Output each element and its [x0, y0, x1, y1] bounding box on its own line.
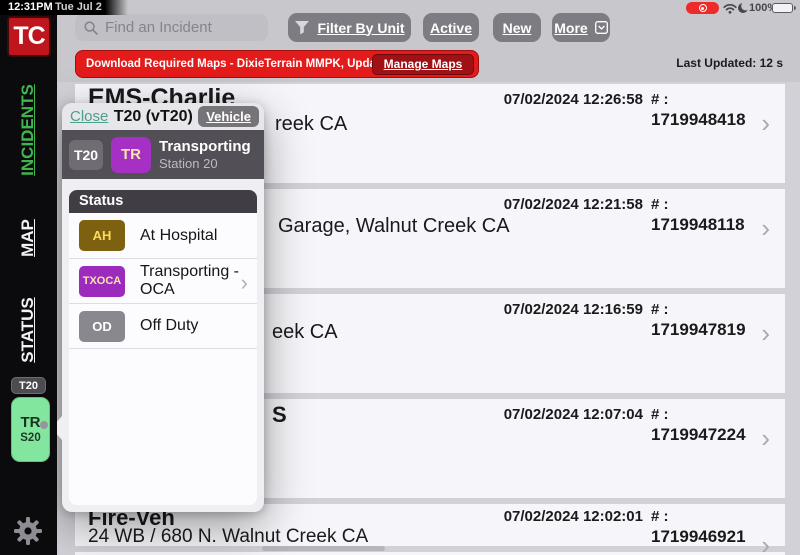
popover-header: Close T20 (vT20) Vehicle	[62, 103, 264, 130]
incident-number: 1719948118	[651, 215, 745, 234]
incident-number: 1719946921	[651, 527, 746, 546]
status-group: Status AH At Hospital TXOCA Transporting…	[69, 190, 257, 505]
search-placeholder: Find an Incident	[105, 19, 212, 36]
sidebar-item-incidents[interactable]: INCIDENTS	[18, 84, 37, 176]
statusbar-date: Tue Jul 2	[55, 1, 102, 13]
statusbar-left-backdrop	[0, 0, 128, 15]
filter-by-unit-label: Filter By Unit	[317, 19, 405, 36]
unit-pill-t20[interactable]: T20	[11, 377, 46, 394]
chevron-right-icon	[761, 215, 770, 241]
unit-status-popover: Close T20 (vT20) Vehicle T20 TR Transpor…	[51, 103, 264, 512]
unit-button-tr-s20[interactable]: TR S20	[11, 397, 50, 462]
chevron-right-icon	[761, 320, 770, 346]
new-button[interactable]: New	[493, 13, 541, 42]
incident-meta: 07/02/2024 12:21:58 # : 1719948118	[504, 196, 755, 235]
incident-address: Garage, Walnut Creek CA	[278, 215, 510, 237]
status-badge-ah: AH	[79, 220, 125, 251]
unit-station-label: Station 20	[159, 155, 218, 171]
download-maps-banner: Download Required Maps - DixieTerrain MM…	[75, 50, 479, 78]
banner-message: Download Required Maps - DixieTerrain MM…	[86, 58, 372, 70]
status-option-transporting-oca[interactable]: TXOCA Transporting - OCA	[69, 258, 257, 303]
incident-row-next-sliver	[75, 552, 785, 555]
statusbar-time: 12:31PM	[8, 1, 53, 13]
wifi-icon	[723, 3, 737, 14]
chevron-right-icon	[761, 110, 770, 136]
app-logo[interactable]: TC	[7, 16, 51, 57]
new-label: New	[502, 19, 532, 36]
incident-meta: 07/02/2024 12:16:59 # : 1719947819	[504, 301, 755, 340]
incident-address: reek CA	[275, 113, 348, 135]
incident-number-label: # :	[651, 301, 669, 318]
chevron-right-icon	[761, 425, 770, 451]
status-section-header: Status	[69, 190, 257, 213]
unit-tr-badge: TR	[111, 136, 151, 173]
incident-number-label: # :	[651, 508, 669, 525]
incident-number-label: # :	[651, 196, 669, 213]
status-option-at-hospital[interactable]: AH At Hospital	[69, 213, 257, 258]
incident-number: 1719947224	[651, 425, 746, 444]
status-badge-od: OD	[79, 310, 125, 342]
incident-datetime: 07/02/2024 12:26:58	[503, 91, 643, 108]
chevron-right-icon	[241, 270, 248, 296]
search-icon	[84, 20, 98, 35]
incident-datetime: 07/02/2024 12:21:58	[503, 196, 643, 213]
incident-datetime: 07/02/2024 12:16:59	[503, 301, 643, 318]
active-button[interactable]: Active	[423, 13, 479, 42]
unit-station: S20	[20, 432, 41, 444]
unit-current-status: Transporting	[159, 137, 251, 155]
incident-address: 24 WB / 680 N. Walnut Creek CA	[88, 526, 369, 547]
more-dropdown-icon	[594, 21, 608, 34]
battery-percentage: 100%	[749, 2, 778, 14]
incident-number: 1719948418	[651, 110, 746, 129]
popover-unit-bar: T20 TR Transporting Station 20	[62, 130, 264, 179]
filter-by-unit-button[interactable]: Filter By Unit	[288, 13, 411, 42]
incident-meta: 07/02/2024 12:26:58 # : 1719948418	[504, 91, 755, 130]
incident-meta: 07/02/2024 12:07:04 # : 1719947224	[504, 406, 755, 445]
sidebar-item-status[interactable]: STATUS	[18, 297, 37, 363]
last-updated-label: Last Updated: 12 s	[676, 56, 783, 70]
unit-t20-button[interactable]: T20	[69, 139, 103, 170]
status-option-off-duty[interactable]: OD Off Duty	[69, 303, 257, 348]
incident-address: eek CA	[272, 321, 338, 343]
moon-icon	[738, 2, 749, 13]
incident-number-label: # :	[651, 406, 669, 423]
incident-row-5[interactable]: Fire-Veh 24 WB / 680 N. Walnut Creek CA …	[75, 504, 785, 547]
active-label: Active	[429, 19, 473, 36]
manage-maps-button[interactable]: Manage Maps	[372, 53, 474, 75]
popover-title: T20 (vT20)	[113, 107, 193, 125]
scroll-indicator[interactable]	[262, 546, 385, 551]
unit-indicator-dot	[40, 421, 48, 429]
funnel-icon	[295, 21, 310, 35]
incident-datetime: 07/02/2024 12:02:01	[503, 508, 643, 525]
status-badge-txoca: TXOCA	[79, 265, 125, 297]
battery-nub	[794, 6, 796, 10]
battery-icon	[772, 3, 793, 13]
search-input[interactable]: Find an Incident	[75, 14, 268, 41]
incident-title: S	[272, 402, 287, 427]
sidebar-item-map[interactable]: MAP	[18, 219, 37, 257]
screen-recording-icon[interactable]	[686, 2, 719, 14]
status-label: Transporting - OCA	[140, 263, 239, 298]
sidebar	[0, 0, 57, 555]
close-button[interactable]: Close	[70, 108, 109, 125]
vehicle-button[interactable]: Vehicle	[198, 106, 259, 127]
status-label: At Hospital	[140, 226, 218, 244]
divider	[69, 348, 257, 349]
incident-number-label: # :	[651, 91, 669, 108]
more-button[interactable]: More	[552, 13, 610, 42]
incident-number: 1719947819	[651, 320, 746, 339]
incident-meta: 07/02/2024 12:02:01 # : 1719946921	[504, 508, 755, 547]
settings-gear-icon[interactable]	[13, 516, 43, 546]
unit-code: TR	[20, 414, 41, 431]
status-label: Off Duty	[140, 317, 199, 334]
more-label: More	[554, 19, 588, 36]
incident-datetime: 07/02/2024 12:07:04	[503, 406, 643, 423]
